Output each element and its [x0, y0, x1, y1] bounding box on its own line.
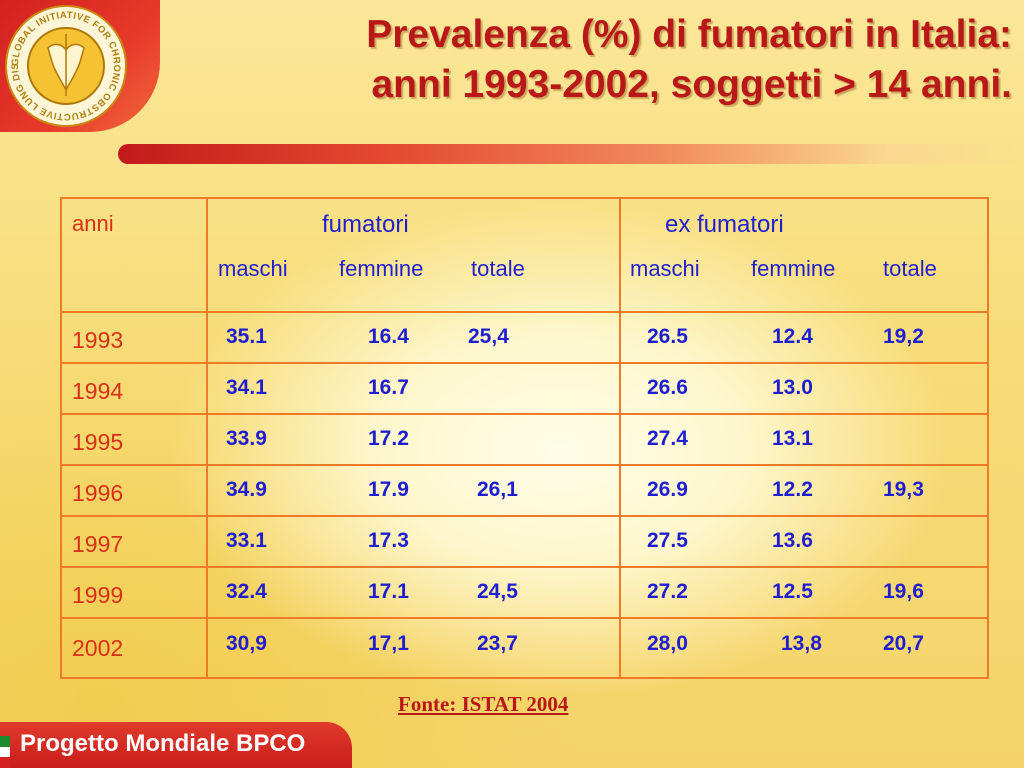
ex-fumatori-totale: 19,3 [883, 478, 924, 501]
subheader-femmine: femmine [339, 256, 424, 281]
ex-fumatori-femmine: 12.4 [772, 325, 813, 348]
ex-fumatori-maschi: 26.6 [647, 376, 688, 399]
row-year: 1993 [72, 327, 124, 353]
table-hline [62, 413, 987, 415]
ex-fumatori-femmine: 12.2 [772, 478, 813, 501]
fumatori-maschi: 33.1 [226, 529, 267, 552]
fumatori-femmine: 17,1 [368, 632, 409, 655]
fumatori-totale: 23,7 [477, 632, 518, 655]
fumatori-femmine: 16.7 [368, 376, 409, 399]
subheader-totale: totale [471, 256, 525, 281]
ex-fumatori-maschi: 27.4 [647, 427, 688, 450]
ex-fumatori-maschi: 28,0 [647, 632, 688, 655]
ex-fumatori-femmine: 13.1 [772, 427, 813, 450]
table-row: 1995 33.9 17.2 27.4 13.1 [62, 415, 987, 464]
table-row: 1994 34.1 16.7 26.6 13.0 [62, 364, 987, 413]
ex-fumatori-totale: 20,7 [883, 632, 924, 655]
slide-title: Prevalenza (%) di fumatori in Italia: an… [152, 10, 1012, 110]
fumatori-femmine: 16.4 [368, 325, 409, 348]
subheader-maschi: maschi [218, 256, 288, 281]
fumatori-totale: 26,1 [477, 478, 518, 501]
table-hline [62, 311, 987, 313]
row-year: 1999 [72, 582, 124, 608]
fumatori-maschi: 34.1 [226, 376, 267, 399]
ex-fumatori-totale: 19,6 [883, 580, 924, 603]
table-vline [206, 199, 208, 677]
fumatori-maschi: 30,9 [226, 632, 267, 655]
row-year: 1996 [72, 480, 124, 506]
ex-fumatori-totale: 19,2 [883, 325, 924, 348]
fumatori-maschi: 32.4 [226, 580, 267, 603]
fumatori-maschi: 33.9 [226, 427, 267, 450]
title-line-2: anni 1993-2002, soggetti > 14 anni. [371, 63, 1012, 106]
fumatori-femmine: 17.3 [368, 529, 409, 552]
row-year: 2002 [72, 635, 124, 661]
fumatori-femmine: 17.2 [368, 427, 409, 450]
fumatori-maschi: 35.1 [226, 325, 267, 348]
fumatori-maschi: 34.9 [226, 478, 267, 501]
subheader-femmine: femmine [751, 256, 836, 281]
table-row: 1999 32.4 17.1 24,5 27.2 12.5 19,6 [62, 568, 987, 617]
fumatori-totale: 25,4 [468, 325, 509, 348]
fumatori-femmine: 17.9 [368, 478, 409, 501]
table-vline [619, 199, 621, 677]
table-row: 2002 30,9 17,1 23,7 28,0 13,8 20,7 [62, 619, 987, 677]
source-note: Fonte: ISTAT 2004 [398, 692, 569, 716]
table-row: 1993 35.1 16.4 25,4 26.5 12.4 19,2 [62, 313, 987, 362]
table-row: 1997 33.1 17.3 27.5 13.6 [62, 517, 987, 566]
header-ex-fumatori: ex fumatori [665, 211, 784, 238]
table-hline [62, 566, 987, 568]
title-divider [118, 144, 1024, 164]
ex-fumatori-maschi: 27.2 [647, 580, 688, 603]
table-hline [62, 362, 987, 364]
header-anni: anni [72, 211, 114, 236]
ex-fumatori-maschi: 27.5 [647, 529, 688, 552]
subheader-maschi: maschi [630, 256, 700, 281]
table-hline [62, 617, 987, 619]
ex-fumatori-femmine: 13.0 [772, 376, 813, 399]
row-year: 1997 [72, 531, 124, 557]
fumatori-femmine: 17.1 [368, 580, 409, 603]
ex-fumatori-maschi: 26.9 [647, 478, 688, 501]
title-line-1: Prevalenza (%) di fumatori in Italia: [366, 13, 1012, 56]
row-year: 1994 [72, 378, 124, 404]
ex-fumatori-femmine: 13,8 [781, 632, 822, 655]
subheader-totale: totale [883, 256, 937, 281]
ex-fumatori-femmine: 12.5 [772, 580, 813, 603]
footer-banner-text: Progetto Mondiale BPCO [20, 730, 306, 757]
italian-flag-icon [0, 736, 10, 768]
footer-banner [0, 722, 352, 768]
ex-fumatori-maschi: 26.5 [647, 325, 688, 348]
gold-globe-logo-icon: GLOBAL INITIATIVE FOR CHRONIC OBSTRUCTIV… [4, 4, 127, 127]
data-table: anni fumatori ex fumatori maschi femmine… [60, 197, 989, 679]
fumatori-totale: 24,5 [477, 580, 518, 603]
row-year: 1995 [72, 429, 124, 455]
table-hline [62, 464, 987, 466]
ex-fumatori-femmine: 13.6 [772, 529, 813, 552]
header-fumatori: fumatori [322, 211, 409, 238]
table-row: 1996 34.9 17.9 26,1 26.9 12.2 19,3 [62, 466, 987, 515]
table-hline [62, 515, 987, 517]
